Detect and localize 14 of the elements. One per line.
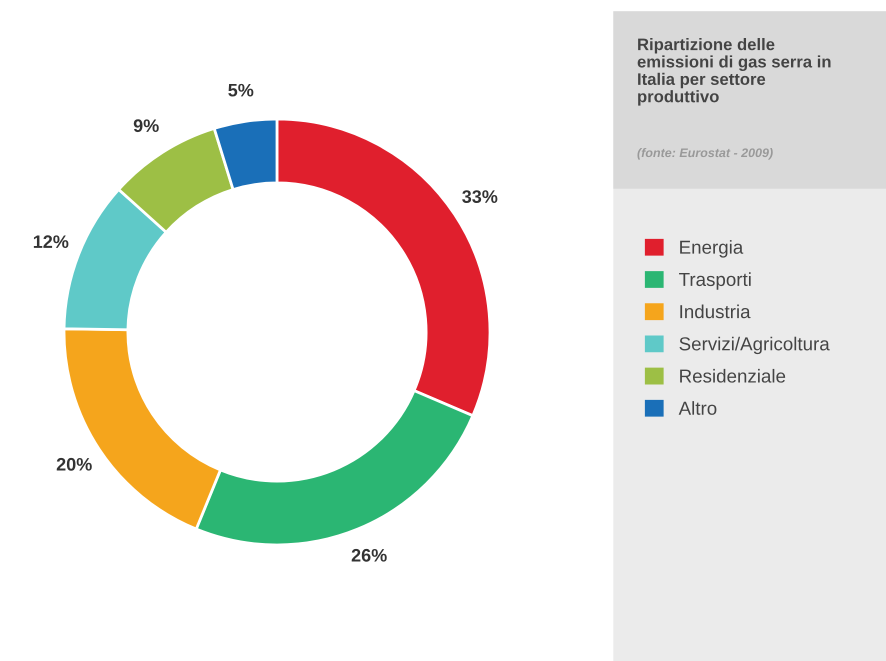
data-label: 33% <box>462 190 498 204</box>
data-label: 12% <box>34 235 68 248</box>
data-label: 20% <box>56 458 92 471</box>
chart-title: Ripartizione delle emissioni di gas serra in Italia per settore produttivo <box>638 38 830 106</box>
data-label: 5% <box>228 84 254 97</box>
legend-label: Industria <box>680 304 751 318</box>
legend-label: Altro <box>678 401 716 415</box>
legend-label: Energia <box>680 240 744 258</box>
text: (fonte: Eurostat - 2009) <box>637 148 773 160</box>
data-label: 26% <box>352 548 387 562</box>
legend-label: Trasporti <box>679 272 751 290</box>
legend-label: Residenziale <box>680 368 786 383</box>
legend-label: Servizi/Agricoltura <box>679 336 830 354</box>
data-label: 9% <box>134 119 159 132</box>
